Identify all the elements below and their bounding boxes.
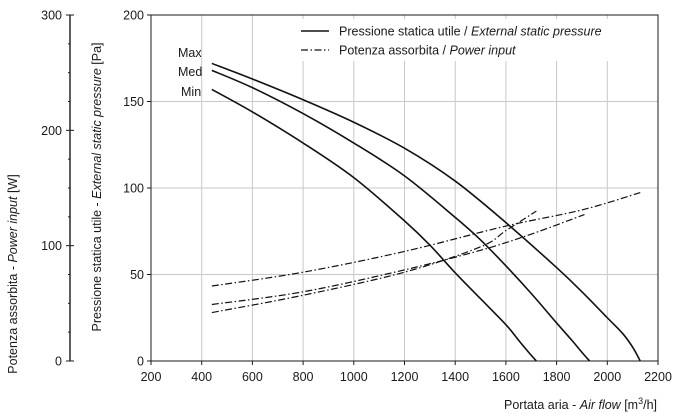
x-tick-label: 2000 [593, 370, 621, 384]
x-tick-label: 400 [191, 370, 212, 384]
x-tick-label: 1400 [441, 370, 469, 384]
legend-power-label: Potenza assorbita / Power input [339, 44, 516, 58]
pressure-curve-max [212, 63, 640, 361]
y2-tick-label: 100 [41, 239, 62, 253]
y-tick-label: 150 [123, 95, 144, 109]
y-axis-title-left-prefix: Pressione statica utile - [90, 199, 104, 332]
x-tick-label: 1800 [543, 370, 571, 384]
legend-power-italic: Power input [449, 44, 516, 58]
y2-tick-label: 200 [41, 124, 62, 138]
y-tick-label: 50 [130, 268, 144, 282]
secondary-y-axis: 0 100 200 300 [41, 9, 74, 369]
y-axis-title-left-unit: [Pa] [90, 42, 104, 68]
x-tick-labels: 200 400 600 800 1000 1200 1400 1600 1800 2000 2200 [141, 361, 672, 384]
x-axis-title-prefix: Portata aria - [504, 398, 580, 412]
pressure-curve-min [212, 89, 536, 361]
x-tick-label: 1600 [492, 370, 520, 384]
y2-tick-label: 300 [41, 9, 62, 23]
y-axis-title-right-prefix: Potenza assorbita - [6, 263, 20, 374]
power-curve-min [212, 211, 536, 312]
x-axis-title: Portata aria - Air flow [m3/h] [504, 396, 657, 412]
x-tick-label: 1000 [340, 370, 368, 384]
y-tick-label: 100 [123, 182, 144, 196]
y-tick-label: 0 [137, 355, 144, 369]
y-axis-title-left: Pressione statica utile - External stati… [90, 42, 104, 331]
x-tick-label: 600 [242, 370, 263, 384]
legend-pressure-prefix: Pressione statica utile / [339, 25, 471, 39]
y-axis-title-right: Potenza assorbita - Power input [W] [6, 174, 20, 373]
x-tick-label: 2200 [644, 370, 672, 384]
speed-label-min: Min [181, 85, 201, 99]
grid [151, 15, 658, 361]
x-axis-title-italic: Air flow [579, 398, 622, 412]
pressure-curve-med [212, 70, 590, 361]
y-tick-labels: 0 50 100 150 200 [123, 9, 151, 369]
x-tick-label: 800 [293, 370, 314, 384]
y-axis-title-right-italic: Power input [6, 196, 20, 263]
x-tick-label: 200 [141, 370, 162, 384]
series-lines [212, 63, 640, 361]
x-axis-title-unit-after: /h] [643, 398, 657, 412]
x-tick-label: 1200 [391, 370, 419, 384]
legend-pressure-label: Pressione statica utile / External stati… [339, 25, 602, 39]
y2-tick-label: 0 [55, 355, 62, 369]
y-axis-title-left-italic: External static pressure [90, 68, 104, 199]
y-tick-label: 200 [123, 9, 144, 23]
y-axis-title-right-unit: [W] [6, 174, 20, 196]
legend: Pressione statica utile / External stati… [284, 19, 654, 61]
speed-label-med: Med [178, 65, 202, 79]
x-axis-title-unit-before: [m [621, 398, 638, 412]
power-curve-max [212, 193, 640, 286]
legend-pressure-italic: External static pressure [471, 25, 602, 39]
speed-label-max: Max [178, 46, 202, 60]
legend-power-prefix: Potenza assorbita / [339, 44, 449, 58]
